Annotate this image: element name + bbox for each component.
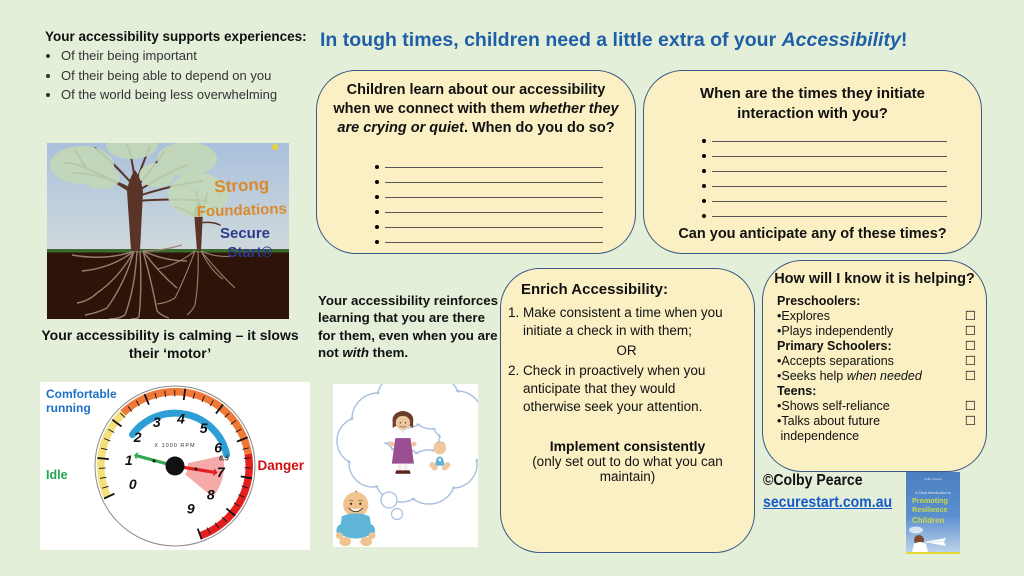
svg-text:in: in — [936, 509, 939, 513]
svg-text:1: 1 — [125, 452, 133, 468]
svg-text:3: 3 — [153, 414, 161, 430]
svg-text:6.5: 6.5 — [219, 456, 229, 463]
svg-text:0: 0 — [129, 476, 137, 492]
svg-text:5: 5 — [200, 420, 208, 436]
svg-text:6: 6 — [214, 440, 222, 456]
svg-text:8: 8 — [207, 486, 215, 502]
svg-text:Secure: Secure — [220, 225, 270, 242]
svg-text:7: 7 — [217, 464, 226, 480]
svg-text:Resilience: Resilience — [912, 505, 948, 514]
svg-text:Colby Pearce: Colby Pearce — [924, 477, 942, 481]
svg-text:9: 9 — [187, 500, 195, 516]
svg-text:Promoting: Promoting — [912, 496, 948, 505]
svg-text:Foundations: Foundations — [197, 200, 288, 220]
svg-text:2: 2 — [133, 429, 142, 445]
svg-text:Strong: Strong — [214, 175, 270, 197]
svg-text:Children: Children — [912, 516, 945, 525]
svg-text:X 1000 RPM: X 1000 RPM — [154, 443, 195, 449]
svg-text:A Short Introduction to: A Short Introduction to — [915, 491, 951, 495]
svg-text:4: 4 — [176, 411, 185, 427]
svg-text:Start®: Start® — [227, 244, 272, 261]
